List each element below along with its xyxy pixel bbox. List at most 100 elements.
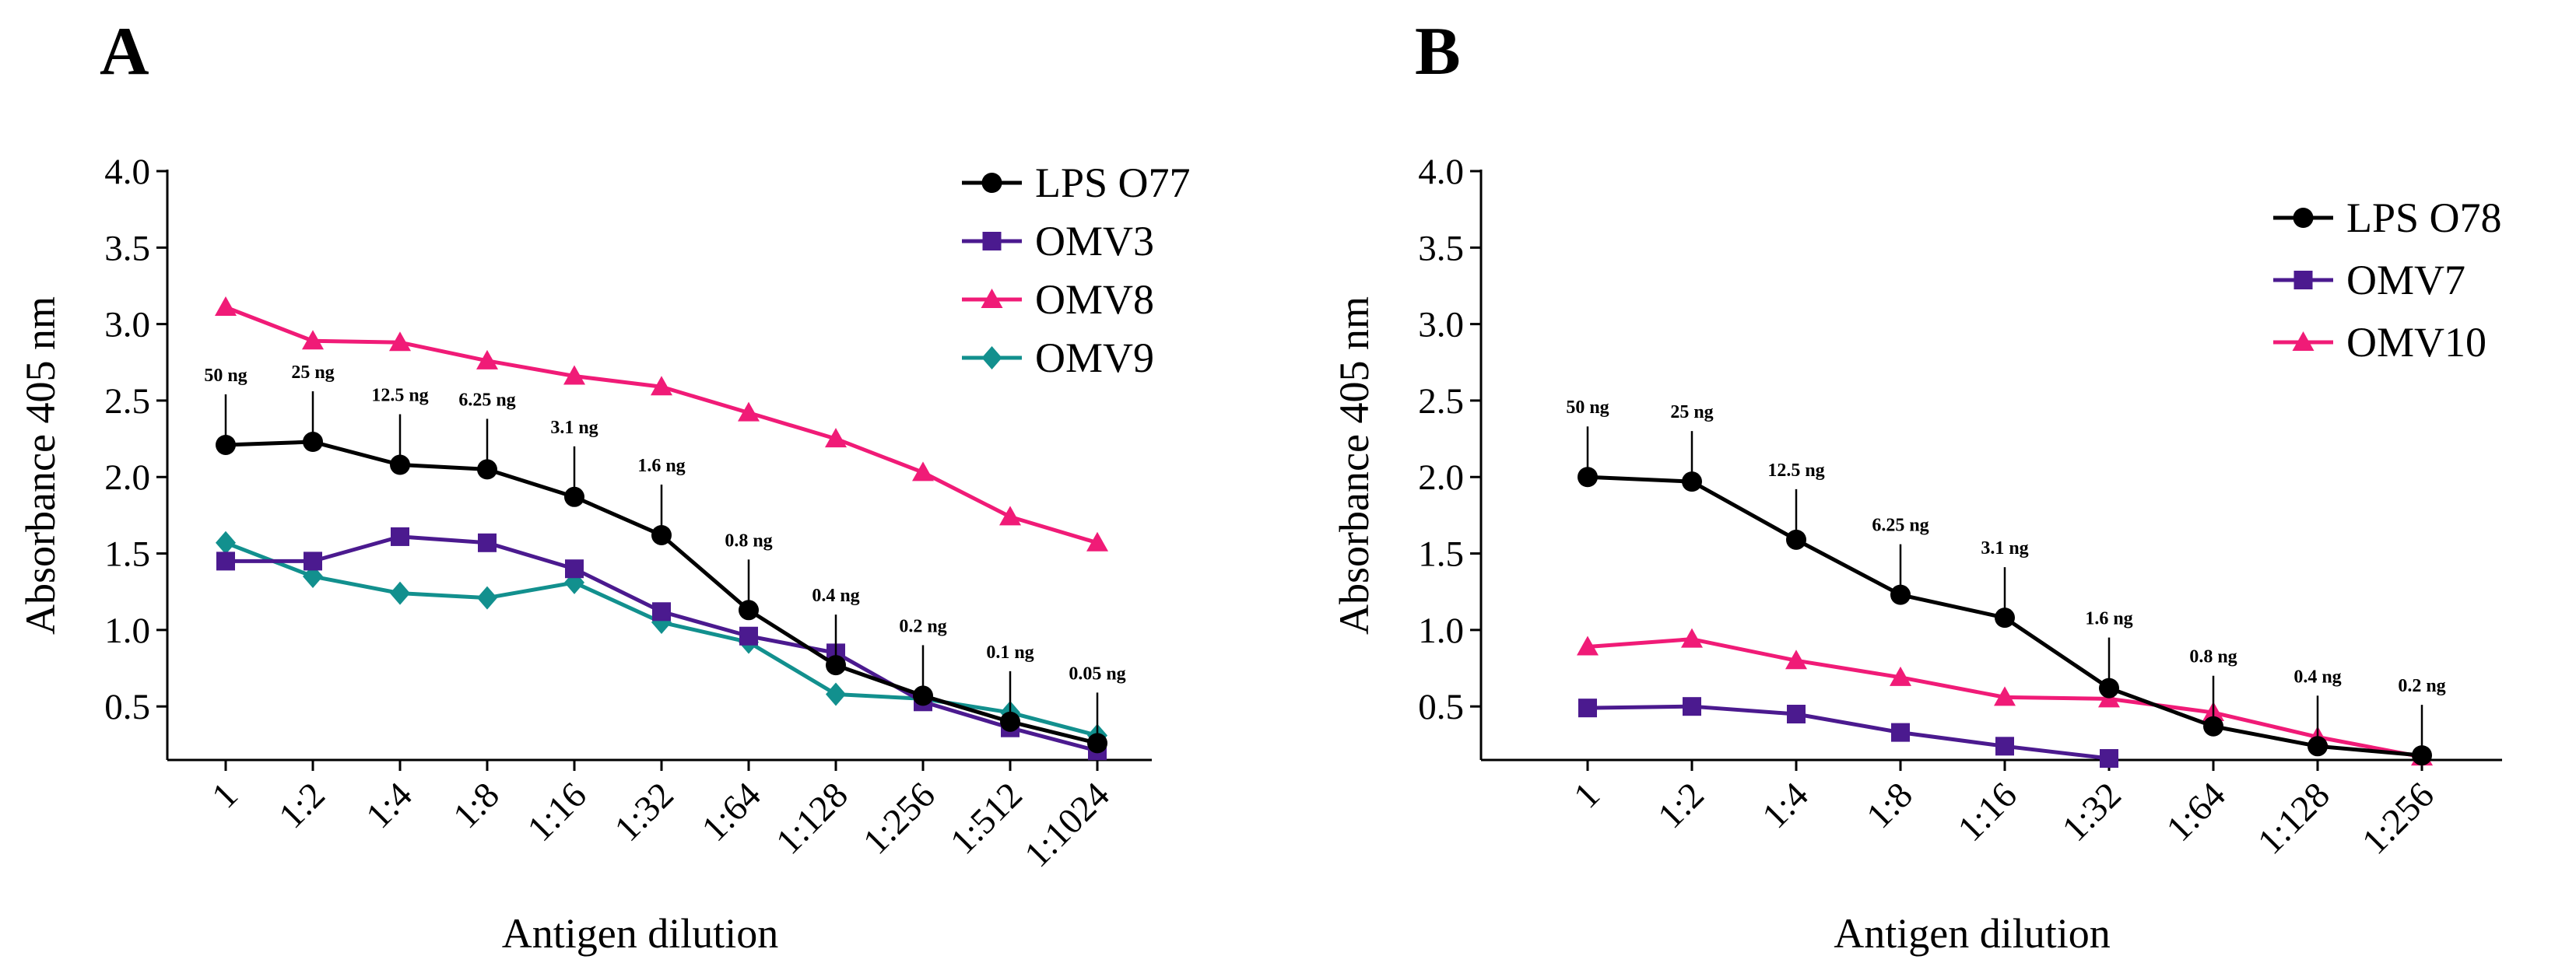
annotation-label: 6.25 ng [458, 390, 515, 410]
x-tick-label: 1:4 [359, 775, 420, 836]
y-axis-title: Absorbance 405 nm [1331, 296, 1377, 635]
annotation-label: 50 ng [204, 366, 247, 386]
y-tick-label: 0.5 [1418, 687, 1464, 727]
data-point [1578, 699, 1597, 718]
data-point [1086, 531, 1108, 552]
data-point [303, 565, 323, 589]
data-point [390, 454, 410, 475]
panel-label: B [1415, 14, 1461, 89]
data-point [215, 296, 237, 316]
data-point [912, 461, 934, 481]
panel-b: B 0.5 1.0 1.5 2.0 2.5 3.0 3.5 4.0 1 1:2 1:4 1:8 1:16 1… [1331, 14, 2502, 957]
annotation-label: 0.4 ng [2293, 667, 2341, 687]
data-point [2308, 736, 2328, 757]
legend-marker [981, 173, 1002, 193]
data-point [1087, 733, 1107, 754]
data-point [1994, 686, 2016, 706]
x-tick-label: 1:32 [607, 775, 682, 849]
series-omv7 [1578, 697, 2118, 769]
legend: LPS O78 OMV7 OMV10 [2273, 194, 2502, 366]
legend-label: LPS O78 [2346, 194, 2502, 241]
x-tick-label: 1:512 [942, 775, 1030, 862]
legend-label: OMV8 [1035, 276, 1154, 323]
series-omv9 [216, 531, 1107, 748]
x-tick-label: 1 [204, 775, 245, 816]
data-point [1682, 471, 1702, 492]
data-point [389, 331, 411, 352]
legend-marker [2293, 208, 2314, 228]
data-point [303, 432, 323, 453]
y-tick-label: 1.5 [1418, 534, 1464, 575]
x-tick-label: 1:16 [520, 775, 595, 849]
y-tick-label: 1.5 [104, 534, 150, 575]
x-tick-label: 1:8 [1859, 775, 1921, 836]
data-point [390, 581, 410, 605]
annotation-label: 0.2 ng [2398, 676, 2445, 696]
series-line [226, 534, 1098, 753]
series-line [225, 541, 1098, 737]
x-tick-label: 1:8 [446, 775, 507, 836]
data-point [477, 459, 497, 480]
data-point [2203, 716, 2223, 737]
data-point [739, 600, 759, 621]
annotation-label: 0.05 ng [1069, 664, 1125, 684]
legend-marker [981, 346, 1002, 369]
data-point [1683, 697, 1701, 716]
series-omv3 [216, 527, 1107, 761]
annotation-label: 25 ng [291, 362, 334, 383]
y-tick-label: 2.0 [1418, 457, 1464, 498]
annotation-label: 1.6 ng [2085, 609, 2132, 629]
x-tick-label: 1:64 [694, 775, 769, 849]
data-point [2412, 745, 2432, 766]
data-point [1785, 650, 1807, 670]
data-point [1787, 705, 1806, 724]
data-point [738, 401, 760, 422]
series-line [1587, 704, 2110, 761]
legend-label: OMV10 [2346, 319, 2487, 366]
y-tick-label: 2.0 [104, 457, 150, 498]
y-tick-label: 1.0 [1418, 611, 1464, 651]
data-point [216, 434, 236, 455]
annotation-label: 12.5 ng [371, 386, 428, 406]
data-point [651, 524, 672, 545]
data-point [1891, 723, 1910, 742]
legend-marker [981, 289, 1003, 308]
legend-marker [2293, 271, 2313, 289]
annotation-label: 1.6 ng [637, 456, 685, 476]
data-point [304, 552, 322, 571]
y-tick-label: 3.5 [104, 228, 150, 268]
data-point [1000, 711, 1020, 732]
legend-marker [2292, 331, 2315, 351]
data-point [478, 533, 497, 552]
x-tick-label: 1:1024 [1017, 775, 1118, 875]
annotation-label: 0.2 ng [899, 616, 946, 636]
data-point [565, 559, 584, 579]
data-point [216, 531, 236, 555]
x-tick-label: 1:32 [2055, 775, 2129, 849]
panel-label: A [100, 14, 149, 89]
annotation-label: 0.1 ng [986, 643, 1034, 663]
data-point [1995, 737, 2014, 756]
data-point [391, 527, 409, 546]
data-point [476, 349, 498, 369]
data-point [477, 586, 497, 610]
data-point [1786, 529, 1806, 550]
legend-label: OMV7 [2346, 257, 2465, 303]
annotation-label: 12.5 ng [1767, 460, 1824, 481]
data-point [302, 330, 324, 350]
y-tick-label: 4.0 [104, 152, 150, 192]
data-point [913, 685, 933, 706]
data-point [651, 376, 672, 396]
x-tick-label: 1:256 [855, 775, 942, 862]
x-tick-label: 1:2 [1651, 775, 1712, 836]
annotation-label: 25 ng [1670, 402, 1713, 422]
legend-label: OMV3 [1035, 218, 1154, 264]
annotation-label: 0.8 ng [2189, 647, 2237, 667]
data-point [563, 365, 585, 385]
y-axis-title: Absorbance 405 nm [17, 296, 64, 635]
data-point [826, 682, 846, 706]
legend-label: OMV9 [1035, 334, 1154, 381]
x-tick-label: 1:2 [272, 775, 333, 836]
